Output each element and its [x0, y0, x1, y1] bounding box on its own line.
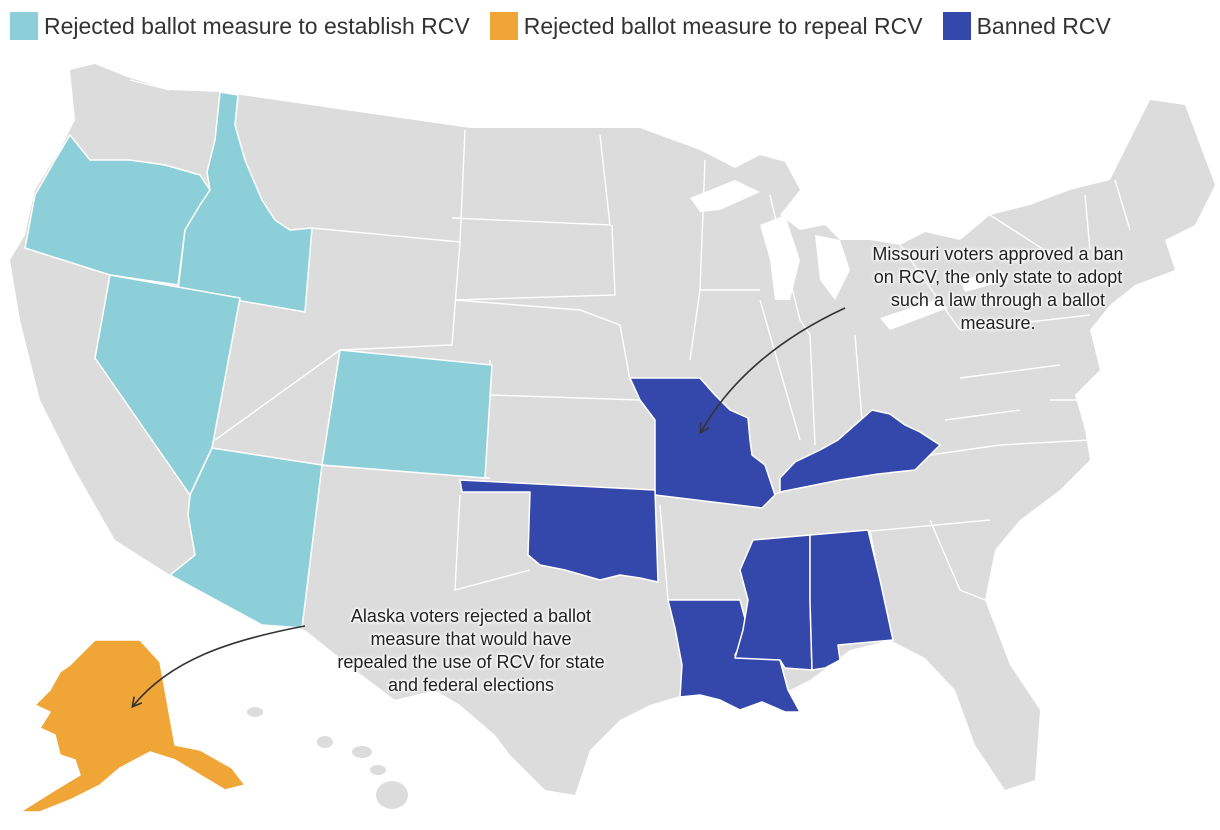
- alaska-annotation-line-2: measure that would have: [370, 629, 572, 649]
- alaska-annotation-line-1: Alaska voters rejected a ballot: [350, 606, 592, 626]
- states-rejected-repeal: [19, 639, 246, 813]
- states-banned: [459, 377, 941, 713]
- legend-item-establish: Rejected ballot measure to establish RCV: [10, 12, 470, 40]
- state-colorado: [321, 349, 493, 479]
- state-oklahoma: [459, 479, 659, 583]
- legend-item-repeal: Rejected ballot measure to repeal RCV: [489, 12, 923, 40]
- hawaii-islands: [247, 707, 408, 809]
- alaska-annotation: Alaska voters rejected a ballot measure …: [312, 605, 630, 697]
- missouri-annotation-line-3: such a law through a ballot: [890, 290, 1106, 310]
- contiguous-us-landmass: [10, 64, 1215, 795]
- legend-swatch-repeal: [489, 12, 518, 40]
- missouri-annotation-arrow: [699, 307, 846, 435]
- legend-label-banned: Banned RCV: [976, 12, 1111, 39]
- legend-swatch-banned: [942, 12, 971, 40]
- alaska-annotation-line-4: and federal elections: [387, 675, 555, 695]
- great-lakes: [690, 180, 1008, 330]
- states-rejected-establish: [24, 91, 493, 629]
- state-alaska: [19, 639, 246, 813]
- state-missouri: [629, 377, 776, 509]
- state-arizona: [169, 447, 323, 629]
- legend-label-establish: Rejected ballot measure to establish RCV: [44, 12, 470, 39]
- missouri-annotation-line-4: measure.: [960, 313, 1036, 333]
- missouri-annotation-line-1: Missouri voters approved a ban: [872, 244, 1124, 264]
- legend-label-repeal: Rejected ballot measure to repeal RCV: [523, 12, 923, 39]
- map-legend: Rejected ballot measure to establish RCV…: [10, 8, 1131, 44]
- alaska-annotation-arrow: [131, 625, 306, 709]
- missouri-annotation: Missouri voters approved a ban on RCV, t…: [848, 243, 1148, 335]
- legend-swatch-establish: [10, 12, 38, 40]
- state-idaho: [177, 91, 313, 313]
- state-kentucky: [779, 409, 941, 493]
- missouri-annotation-line-2: on RCV, the only state to adopt: [873, 267, 1123, 287]
- legend-item-banned: Banned RCV: [942, 12, 1111, 40]
- state-alabama: [809, 529, 894, 671]
- alaska-annotation-line-3: repealed the use of RCV for state: [337, 652, 605, 672]
